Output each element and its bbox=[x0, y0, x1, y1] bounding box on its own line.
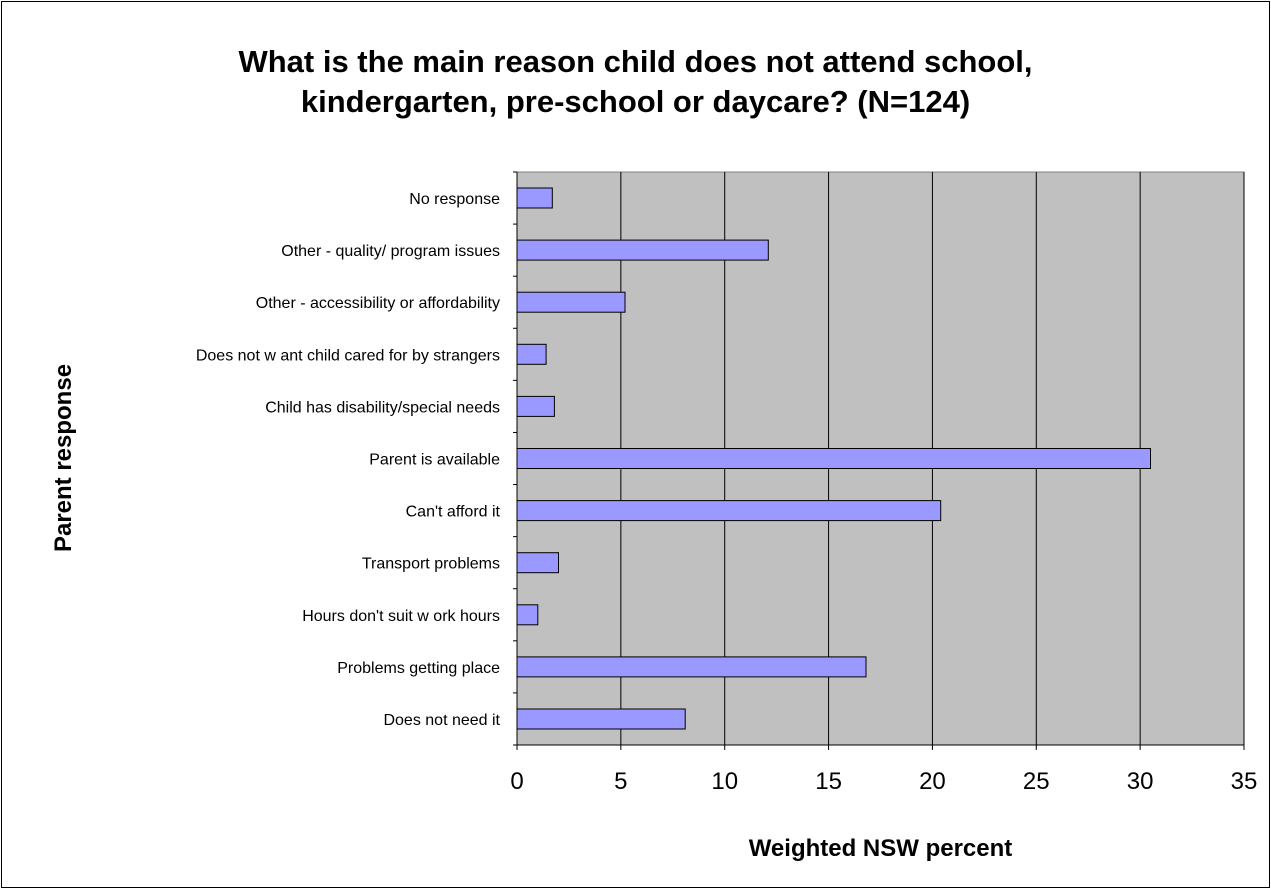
category-label: Other - accessibility or affordability bbox=[256, 295, 500, 312]
category-label: Problems getting place bbox=[337, 660, 500, 677]
x-tick-label: 25 bbox=[1023, 768, 1050, 795]
category-label: Other - quality/ program issues bbox=[281, 243, 500, 260]
x-tick-label: 10 bbox=[711, 768, 738, 795]
x-tick-label: 30 bbox=[1127, 768, 1154, 795]
bar bbox=[516, 708, 686, 730]
bar bbox=[516, 239, 769, 261]
y-axis: No response Other - quality/ program issu… bbox=[196, 171, 518, 746]
category-label: Can't afford it bbox=[406, 504, 501, 521]
chart-title-line-2: kindergarten, pre-school or daycare? (N=… bbox=[300, 84, 971, 119]
x-tick-label: 15 bbox=[815, 768, 842, 795]
bar bbox=[516, 604, 539, 626]
bar bbox=[516, 291, 626, 313]
category-label: Does not w ant child cared for by strang… bbox=[196, 347, 500, 364]
bar bbox=[516, 448, 1151, 469]
category-label: Child has disability/special needs bbox=[265, 399, 500, 416]
bar bbox=[516, 395, 555, 417]
category-label: No response bbox=[409, 191, 500, 208]
bar bbox=[516, 500, 942, 522]
chart-title: What is the main reason child does not a… bbox=[0, 42, 1271, 122]
x-tick-label: 20 bbox=[919, 768, 946, 795]
bars bbox=[516, 187, 1151, 730]
x-axis-title: Weighted NSW percent bbox=[749, 835, 1013, 862]
category-label: Transport problems bbox=[362, 556, 500, 573]
x-tick-label: 0 bbox=[510, 768, 523, 795]
y-axis-title: Parent response bbox=[50, 364, 77, 552]
x-axis: 0 5 10 15 20 25 30 35 bbox=[510, 744, 1258, 795]
category-label: Parent is available bbox=[369, 452, 500, 469]
category-label: Does not need it bbox=[383, 712, 500, 729]
bar bbox=[516, 656, 867, 678]
chart-title-line-1: What is the main reason child does not a… bbox=[238, 44, 1033, 79]
bar bbox=[516, 343, 547, 365]
x-tick-label: 35 bbox=[1231, 768, 1258, 795]
bar bbox=[516, 552, 559, 574]
x-tick-label: 5 bbox=[614, 768, 627, 795]
category-label: Hours don't suit w ork hours bbox=[302, 608, 500, 625]
bar bbox=[516, 187, 553, 209]
